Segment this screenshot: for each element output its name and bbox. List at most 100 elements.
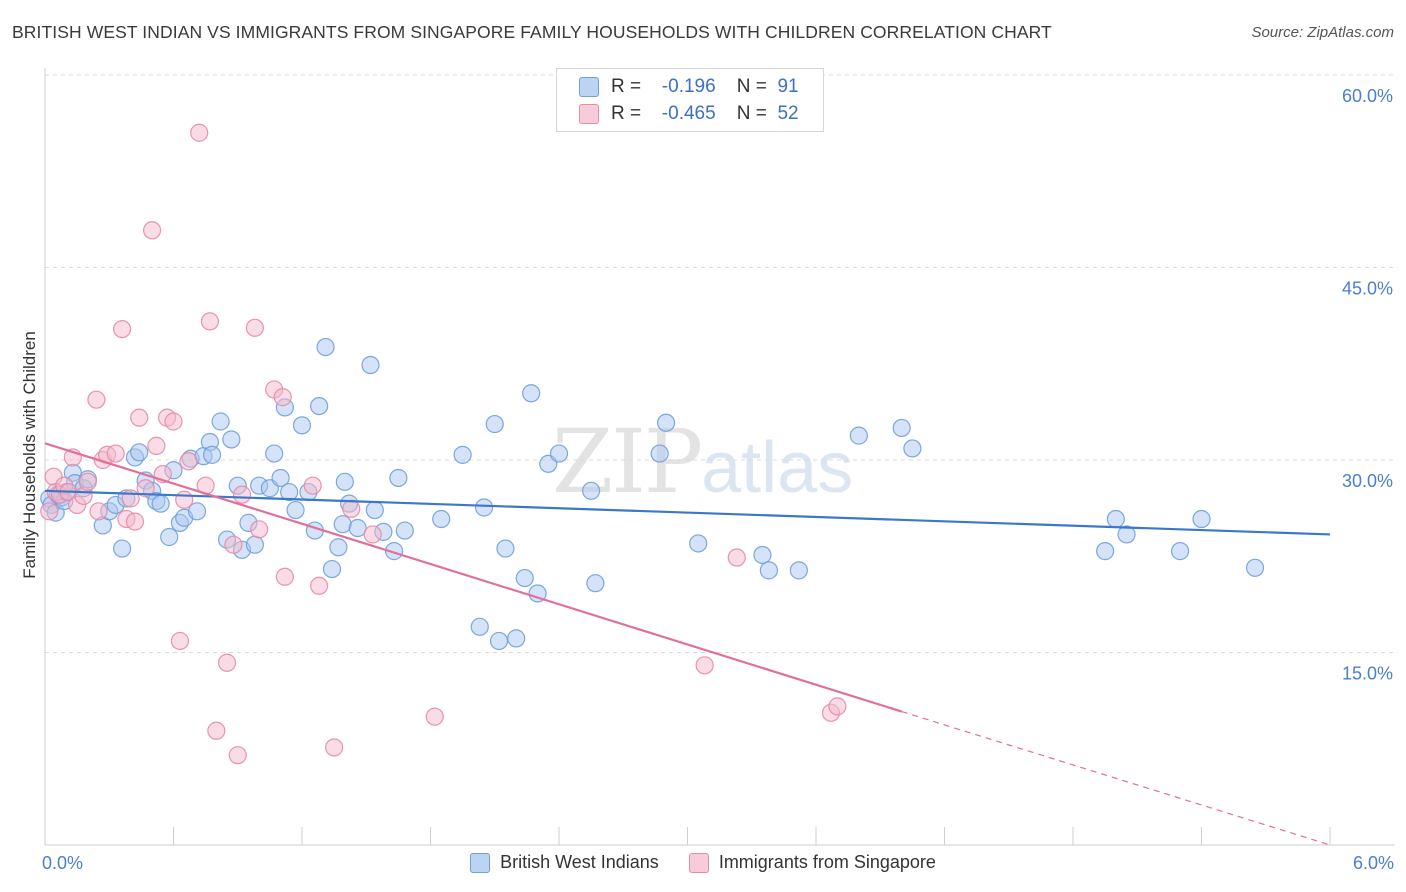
data-point: [147, 436, 166, 455]
y-tick-label: 15.0%: [1342, 664, 1393, 684]
data-point: [522, 384, 541, 403]
legend-row-blue: R = -0.196 N = 91: [579, 75, 799, 99]
data-point: [1096, 542, 1115, 561]
watermark-atlas: atlas: [701, 428, 854, 508]
data-point: [316, 337, 335, 357]
data-point: [190, 123, 209, 142]
data-point: [528, 584, 547, 603]
data-point: [759, 561, 778, 580]
data-point: [89, 502, 108, 521]
data-point: [207, 721, 226, 740]
data-point: [310, 397, 329, 416]
legend-label: British West Indians: [500, 852, 659, 872]
data-point: [549, 444, 569, 463]
data-point: [453, 445, 472, 464]
legend-item-immigrants-from-singapore[interactable]: Immigrants from Singapore: [688, 852, 936, 873]
data-point: [286, 500, 305, 520]
data-point: [363, 525, 382, 544]
data-point: [507, 629, 526, 648]
trend-extension-immigrants-from-singapore: [901, 710, 1331, 846]
data-point: [179, 452, 198, 471]
data-point: [130, 408, 149, 427]
source-label: Source: ZipAtlas.com: [1251, 24, 1394, 41]
data-point: [292, 416, 312, 435]
data-point: [1117, 525, 1136, 544]
data-point: [892, 418, 911, 438]
y-tick-label: 60.0%: [1342, 86, 1393, 106]
data-point: [245, 535, 264, 554]
data-point: [485, 414, 504, 434]
data-point: [789, 561, 808, 580]
r-value: -0.465: [661, 103, 716, 124]
x-tick-label-max: 6.0%: [1353, 853, 1394, 873]
data-point: [164, 412, 183, 431]
data-point: [1245, 558, 1265, 577]
data-point: [112, 539, 132, 558]
grid: [45, 74, 1395, 653]
data-point: [211, 412, 230, 431]
legend-label: Immigrants from Singapore: [718, 852, 936, 872]
data-point: [1170, 542, 1190, 561]
data-point: [151, 494, 170, 513]
chart-title: BRITISH WEST INDIAN VS IMMIGRANTS FROM S…: [12, 22, 1052, 42]
data-point: [310, 576, 329, 595]
data-point: [130, 443, 149, 462]
data-point: [425, 707, 444, 726]
series-legend: British West Indians Immigrants from Sin…: [0, 852, 1406, 873]
data-point: [200, 312, 220, 331]
data-point: [333, 515, 352, 534]
data-point: [280, 482, 299, 502]
data-point: [228, 746, 247, 765]
data-point: [1106, 509, 1125, 529]
trend-line-immigrants-from-singapore: [44, 442, 902, 713]
data-point: [303, 476, 322, 495]
data-point: [222, 430, 241, 449]
tick-labels: 15.0% 30.0% 45.0% 60.0% 0.0% 6.0%: [42, 86, 1394, 873]
data-point: [515, 568, 534, 588]
data-point: [849, 426, 868, 445]
y-tick-label: 45.0%: [1342, 279, 1393, 299]
y-tick-label: 30.0%: [1342, 471, 1393, 491]
data-point: [389, 468, 408, 488]
axes: [44, 68, 1395, 846]
data-point: [78, 472, 97, 491]
data-point: [265, 444, 284, 463]
trend-line-british-west-indians: [44, 489, 1331, 536]
n-label: N =: [736, 76, 767, 97]
data-point: [586, 574, 605, 593]
correlation-legend: R = -0.196 N = 91 R = -0.465 N = 52: [556, 68, 824, 132]
data-point: [753, 545, 772, 565]
data-point: [695, 656, 714, 675]
data-point: [384, 542, 404, 561]
data-point: [187, 502, 207, 521]
data-point: [395, 521, 414, 540]
data-point: [250, 520, 269, 539]
data-point: [650, 444, 669, 463]
series-british-west-indians: [40, 337, 1265, 651]
r-label: R =: [611, 76, 642, 97]
data-point: [175, 490, 194, 509]
legend-item-british-west-indians[interactable]: British West Indians: [470, 852, 659, 873]
data-point: [432, 509, 451, 529]
data-point: [828, 697, 847, 716]
data-point: [170, 631, 190, 651]
data-point: [489, 631, 509, 651]
r-value: -0.196: [661, 76, 716, 97]
data-point: [496, 539, 515, 558]
data-point: [112, 320, 132, 339]
data-point: [245, 318, 264, 337]
data-point: [224, 535, 243, 554]
data-point: [160, 527, 179, 547]
series-immigrants-from-singapore: [40, 123, 847, 765]
pink-swatch: [579, 104, 599, 124]
x-tick-label-min: 0.0%: [42, 853, 83, 873]
data-point: [40, 502, 59, 521]
n-value: 91: [777, 76, 799, 97]
blue-swatch: [470, 852, 491, 873]
data-point: [582, 481, 601, 500]
data-point: [202, 445, 222, 464]
data-point: [470, 617, 489, 636]
data-point: [142, 221, 162, 240]
data-point: [275, 567, 294, 586]
